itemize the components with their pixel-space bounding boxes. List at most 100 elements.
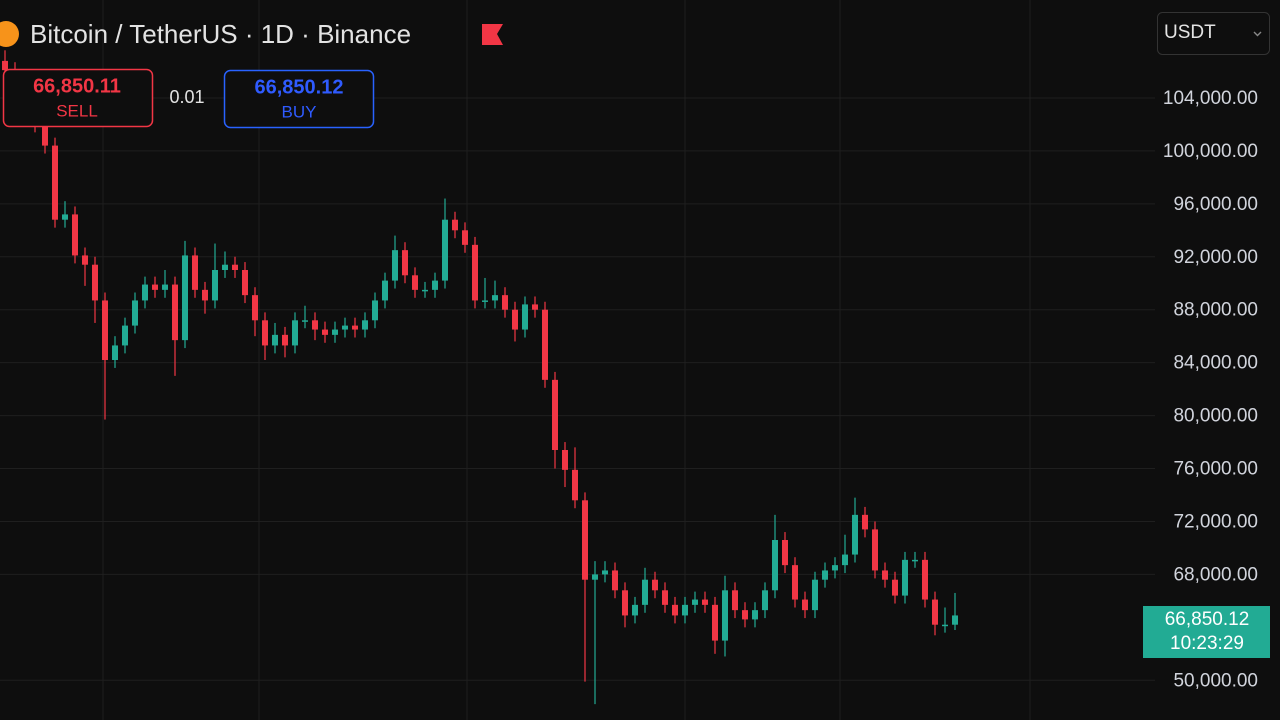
candle-body — [122, 325, 128, 346]
candle-body — [932, 599, 938, 625]
candle-body — [752, 610, 758, 620]
candle-body — [522, 304, 528, 330]
chevron — [1253, 31, 1262, 37]
candle-body — [582, 500, 588, 580]
candle-body — [872, 529, 878, 571]
candle-body — [512, 309, 518, 330]
candle-body — [402, 250, 408, 276]
candle-body — [802, 599, 808, 611]
y-tick-label: 84,000.00 — [1173, 353, 1258, 374]
y-tick-label: 72,000.00 — [1173, 511, 1258, 532]
quantity: 0.01 — [169, 87, 204, 107]
candle-body — [902, 559, 908, 596]
candle-body — [322, 329, 328, 335]
currency-select[interactable] — [1157, 12, 1270, 55]
candle-body — [922, 559, 928, 600]
last-price-box — [1143, 606, 1270, 658]
candle-body — [182, 255, 188, 341]
y-tick-label: 50,000.00 — [1173, 670, 1258, 691]
candle-body — [362, 320, 368, 330]
candle-body — [672, 604, 678, 616]
candle-body — [132, 300, 138, 326]
buy-price: 66,850.12 — [255, 76, 344, 98]
candle-body — [342, 325, 348, 330]
candle-body — [862, 514, 868, 530]
candle-body — [782, 540, 788, 566]
y-tick-label: 104,000.00 — [1163, 88, 1258, 109]
candle-body — [492, 295, 498, 301]
candle-body — [412, 275, 418, 290]
candle-body — [652, 579, 658, 591]
y-tick-label: 96,000.00 — [1173, 194, 1258, 215]
candle-body — [612, 570, 618, 591]
candle-body — [532, 304, 538, 310]
buy-button[interactable] — [223, 69, 375, 129]
countdown: 10:23:29 — [1170, 633, 1244, 654]
candle-body — [762, 590, 768, 611]
sell-price: 66,850.11 — [33, 75, 121, 97]
candle-body — [732, 590, 738, 611]
candle-body — [62, 214, 68, 220]
candle-body — [822, 570, 828, 580]
y-tick-label: 76,000.00 — [1173, 459, 1258, 480]
candle-body — [312, 320, 318, 330]
candle-body — [572, 469, 578, 501]
candle-body — [592, 574, 598, 580]
candle-body — [712, 604, 718, 641]
candle-body — [542, 309, 548, 380]
candle-body — [772, 540, 778, 591]
candle-body — [852, 514, 858, 555]
candle-body — [792, 565, 798, 600]
candle-body — [562, 450, 568, 470]
candle-body — [372, 300, 378, 321]
candle-body — [622, 590, 628, 616]
candle-body — [842, 554, 848, 566]
candle-body — [942, 624, 948, 627]
y-tick-label: 100,000.00 — [1163, 141, 1258, 162]
candle-body — [482, 300, 488, 302]
candle-body — [832, 565, 838, 571]
candle-body — [282, 334, 288, 346]
candle-body — [352, 325, 358, 330]
candle-body — [272, 334, 278, 346]
candle-body — [102, 300, 108, 360]
candle-body — [262, 320, 268, 346]
candle-body — [812, 579, 818, 611]
candle-body — [292, 320, 298, 346]
candle-body — [302, 320, 308, 322]
candle-body — [82, 255, 88, 265]
candle-body — [392, 250, 398, 281]
bitcoin-icon — [0, 21, 19, 47]
candle-body — [632, 604, 638, 616]
candle-body — [232, 264, 238, 270]
candle-body — [162, 284, 168, 290]
candle-body — [242, 270, 248, 296]
last-price: 66,850.12 — [1165, 609, 1250, 630]
candle-body — [552, 379, 558, 450]
candle-body — [72, 214, 78, 256]
candle-body — [952, 615, 958, 625]
candle-body — [192, 255, 198, 290]
y-tick-label: 80,000.00 — [1173, 406, 1258, 427]
candle-body — [472, 244, 478, 301]
buy-label: BUY — [282, 102, 317, 121]
sell-label: SELL — [56, 101, 98, 120]
candle-body — [2, 60, 8, 71]
candle-body — [892, 579, 898, 596]
candle-body — [462, 230, 468, 245]
sell-button[interactable] — [2, 68, 154, 128]
candle-body — [602, 570, 608, 575]
candle-body — [452, 219, 458, 231]
candle-body — [502, 295, 508, 310]
candle-body — [692, 599, 698, 605]
candle-body — [682, 604, 688, 616]
candle-body — [662, 590, 668, 605]
candle-body — [642, 579, 648, 605]
candle-body — [252, 295, 258, 321]
symbol-title: Bitcoin / TetherUS · 1D · Binance — [30, 19, 411, 49]
candle-body — [422, 289, 428, 292]
candle-body — [442, 219, 448, 281]
candle-body — [202, 289, 208, 301]
candle-body — [42, 124, 48, 146]
